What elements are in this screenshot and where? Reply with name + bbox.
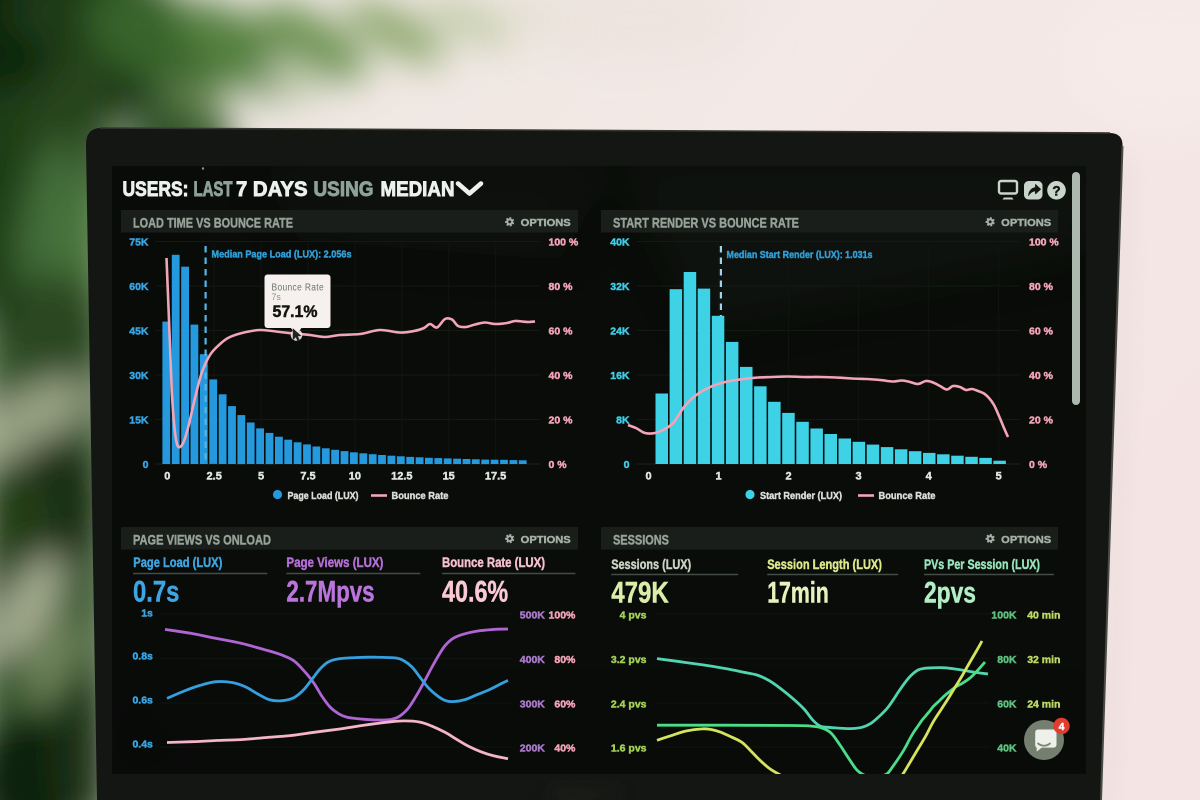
svg-text:START RENDER VS BOUNCE RATE: START RENDER VS BOUNCE RATE bbox=[613, 215, 799, 231]
svg-text:Bounce Rate (LUX): Bounce Rate (LUX) bbox=[442, 554, 545, 570]
svg-text:32K: 32K bbox=[610, 281, 630, 293]
svg-text:5: 5 bbox=[258, 471, 264, 483]
svg-text:OPTIONS: OPTIONS bbox=[521, 217, 571, 229]
svg-text:PAGE VIEWS VS ONLOAD: PAGE VIEWS VS ONLOAD bbox=[133, 532, 271, 548]
svg-text:400K: 400K bbox=[520, 654, 546, 666]
svg-text:100 %: 100 % bbox=[1029, 237, 1059, 249]
svg-text:40 min: 40 min bbox=[1027, 610, 1060, 622]
svg-text:15K: 15K bbox=[129, 415, 149, 427]
svg-text:Median Page Load (LUX): 2.056s: Median Page Load (LUX): 2.056s bbox=[212, 249, 352, 261]
svg-text:OPTIONS: OPTIONS bbox=[1001, 217, 1051, 229]
svg-text:0: 0 bbox=[624, 459, 630, 471]
svg-text:100 %: 100 % bbox=[549, 237, 579, 249]
svg-text:Page Load (LUX): Page Load (LUX) bbox=[133, 554, 222, 570]
svg-text:17min: 17min bbox=[767, 577, 829, 610]
svg-text:16K: 16K bbox=[610, 370, 630, 382]
svg-text:2: 2 bbox=[786, 471, 792, 483]
svg-text:4: 4 bbox=[926, 471, 933, 483]
svg-text:2.7Mpvs: 2.7Mpvs bbox=[286, 576, 374, 609]
svg-text:8K: 8K bbox=[616, 415, 630, 427]
svg-text:Bounce Rate: Bounce Rate bbox=[879, 490, 936, 502]
svg-text:24K: 24K bbox=[610, 326, 630, 338]
svg-text:300K: 300K bbox=[520, 699, 546, 711]
svg-text:0: 0 bbox=[164, 471, 170, 483]
svg-text:0.8s: 0.8s bbox=[132, 651, 153, 663]
svg-text:Sessions (LUX): Sessions (LUX) bbox=[611, 556, 691, 572]
svg-text:OPTIONS: OPTIONS bbox=[521, 534, 571, 546]
svg-text:PVs Per Session (LUX): PVs Per Session (LUX) bbox=[924, 556, 1040, 572]
svg-text:Page Load (LUX): Page Load (LUX) bbox=[288, 490, 359, 502]
svg-text:80K: 80K bbox=[997, 654, 1017, 666]
svg-text:MacBook Pro: MacBook Pro bbox=[550, 787, 622, 800]
svg-text:60 %: 60 % bbox=[549, 326, 574, 338]
svg-text:Bounce Rate: Bounce Rate bbox=[392, 490, 449, 502]
svg-text:24 min: 24 min bbox=[1027, 699, 1060, 711]
svg-text:17.5: 17.5 bbox=[485, 471, 506, 483]
svg-text:15: 15 bbox=[443, 471, 455, 483]
svg-text:100K: 100K bbox=[991, 610, 1017, 622]
svg-text:45K: 45K bbox=[129, 326, 149, 338]
svg-text:0.4s: 0.4s bbox=[132, 739, 153, 751]
svg-text:100%: 100% bbox=[549, 610, 577, 622]
svg-text:Page Views (LUX): Page Views (LUX) bbox=[286, 554, 383, 570]
svg-text:Session Length (LUX): Session Length (LUX) bbox=[767, 556, 882, 572]
svg-text:1: 1 bbox=[715, 471, 721, 483]
svg-text:Bounce Rate: Bounce Rate bbox=[272, 283, 325, 294]
svg-text:7.5: 7.5 bbox=[300, 471, 315, 483]
svg-text:Median Start Render (LUX): 1.0: Median Start Render (LUX): 1.031s bbox=[727, 249, 873, 261]
svg-text:1.6 pvs: 1.6 pvs bbox=[611, 743, 647, 755]
svg-text:75K: 75K bbox=[129, 237, 149, 249]
svg-text:60K: 60K bbox=[997, 699, 1017, 711]
svg-text:2.5: 2.5 bbox=[207, 471, 222, 483]
svg-text:LAST: LAST bbox=[194, 178, 233, 201]
svg-text:LOAD TIME VS BOUNCE RATE: LOAD TIME VS BOUNCE RATE bbox=[133, 215, 293, 231]
svg-text:4 pvs: 4 pvs bbox=[620, 610, 647, 622]
svg-text:0: 0 bbox=[143, 459, 149, 471]
svg-text:1s: 1s bbox=[141, 608, 153, 620]
svg-text:12.5: 12.5 bbox=[391, 471, 412, 483]
svg-text:60K: 60K bbox=[129, 281, 149, 293]
svg-text:32 min: 32 min bbox=[1027, 654, 1060, 666]
svg-text:40 %: 40 % bbox=[1029, 370, 1054, 382]
svg-text:40.6%: 40.6% bbox=[442, 576, 508, 609]
svg-text:OPTIONS: OPTIONS bbox=[1001, 534, 1051, 546]
svg-text:3.2 pvs: 3.2 pvs bbox=[611, 654, 647, 666]
svg-text:?: ? bbox=[1052, 183, 1060, 198]
svg-text:0: 0 bbox=[645, 471, 651, 483]
svg-text:80 %: 80 % bbox=[1029, 281, 1054, 293]
svg-text:7 DAYS: 7 DAYS bbox=[236, 178, 308, 201]
svg-text:60 %: 60 % bbox=[1029, 326, 1054, 338]
svg-text:500K: 500K bbox=[520, 610, 546, 622]
svg-text:Start Render (LUX): Start Render (LUX) bbox=[760, 490, 842, 502]
svg-text:200K: 200K bbox=[520, 743, 546, 755]
svg-text:SESSIONS: SESSIONS bbox=[613, 532, 669, 548]
svg-text:40K: 40K bbox=[610, 237, 630, 249]
svg-text:57.1%: 57.1% bbox=[273, 303, 318, 321]
svg-text:0.6s: 0.6s bbox=[132, 695, 153, 707]
svg-text:20 %: 20 % bbox=[1029, 415, 1054, 427]
svg-text:USERS:: USERS: bbox=[123, 178, 189, 201]
svg-text:0 %: 0 % bbox=[549, 459, 568, 471]
svg-text:3: 3 bbox=[856, 471, 862, 483]
svg-text:479K: 479K bbox=[611, 577, 669, 610]
svg-text:4: 4 bbox=[1059, 721, 1065, 733]
svg-text:7s: 7s bbox=[272, 292, 282, 302]
svg-text:10: 10 bbox=[349, 471, 361, 483]
svg-text:80 %: 80 % bbox=[549, 281, 574, 293]
svg-text:0 %: 0 % bbox=[1029, 459, 1048, 471]
svg-text:20 %: 20 % bbox=[549, 415, 574, 427]
svg-text:5: 5 bbox=[996, 471, 1002, 483]
svg-text:0.7s: 0.7s bbox=[133, 576, 179, 609]
svg-text:USING: USING bbox=[314, 178, 374, 201]
svg-text:40%: 40% bbox=[554, 743, 576, 755]
svg-text:40K: 40K bbox=[997, 743, 1017, 755]
svg-text:40 %: 40 % bbox=[549, 370, 574, 382]
svg-text:30K: 30K bbox=[129, 370, 149, 382]
svg-text:2pvs: 2pvs bbox=[924, 577, 976, 610]
svg-text:MEDIAN: MEDIAN bbox=[381, 178, 455, 201]
svg-text:2.4 pvs: 2.4 pvs bbox=[611, 699, 647, 711]
svg-text:80%: 80% bbox=[554, 654, 576, 666]
svg-text:60%: 60% bbox=[554, 699, 576, 711]
